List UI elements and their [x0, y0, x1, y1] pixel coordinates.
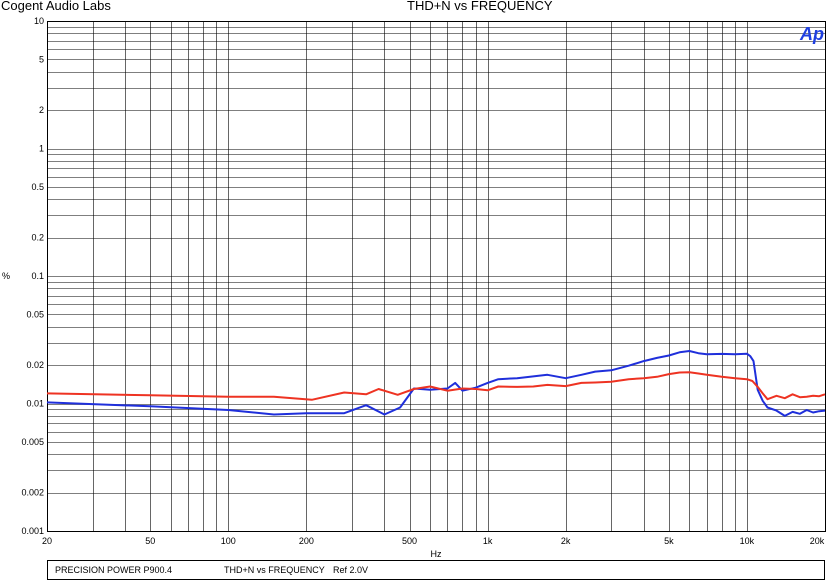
x-tick-label: 200 — [299, 536, 314, 546]
chart-title: THD+N vs FREQUENCY — [407, 0, 553, 13]
y-tick-label: 0.2 — [31, 233, 44, 243]
x-tick-labels: 20 50 100 200 500 1k 2k 5k 10k 20k — [42, 536, 825, 546]
y-tick-label: 2 — [39, 105, 44, 115]
footer-reference: Ref 2.0V — [333, 565, 369, 575]
x-axis-label: Hz — [431, 549, 442, 559]
x-tick-label: 20 — [42, 536, 52, 546]
x-tick-label: 100 — [221, 536, 236, 546]
x-tick-label: 20k — [810, 536, 825, 546]
x-tick-label: 500 — [402, 536, 417, 546]
ap-logo: Ap — [799, 24, 824, 44]
y-tick-label: 0.002 — [21, 488, 44, 498]
y-tick-label: 0.1 — [31, 271, 44, 281]
x-tick-label: 10k — [740, 536, 755, 546]
y-tick-label: 0.005 — [21, 437, 44, 447]
series-lines — [46, 350, 826, 417]
x-tick-label: 2k — [561, 536, 571, 546]
y-tick-label: 0.001 — [21, 526, 44, 536]
company-name: Cogent Audio Labs — [1, 0, 111, 13]
y-tick-label: 5 — [39, 54, 44, 64]
y-tick-label: 0.01 — [26, 399, 44, 409]
plot-frame — [47, 21, 826, 532]
series-red-line — [46, 371, 826, 401]
footer-info-bar: PRECISION POWER P900.4 THD+N vs FREQUENC… — [47, 560, 825, 580]
series-blue-line — [46, 350, 826, 417]
y-axis-label: % — [2, 271, 10, 281]
footer-measurement: THD+N vs FREQUENCY — [224, 565, 325, 575]
y-tick-label: 10 — [34, 16, 44, 26]
footer-device: PRECISION POWER P900.4 — [55, 565, 173, 575]
y-tick-label: 0.02 — [26, 360, 44, 370]
y-tick-labels: 0.001 0.002 0.005 0.01 0.02 0.05 0.1 0.2 0.5 1 2 5 1… — [21, 16, 44, 536]
y-tick-label: 1 — [39, 144, 44, 154]
x-tick-label: 50 — [145, 536, 155, 546]
y-tick-label: 0.05 — [26, 309, 44, 319]
grid-lines — [47, 21, 826, 532]
x-tick-label: 1k — [483, 536, 493, 546]
y-tick-label: 0.5 — [31, 182, 44, 192]
x-tick-label: 5k — [664, 536, 674, 546]
